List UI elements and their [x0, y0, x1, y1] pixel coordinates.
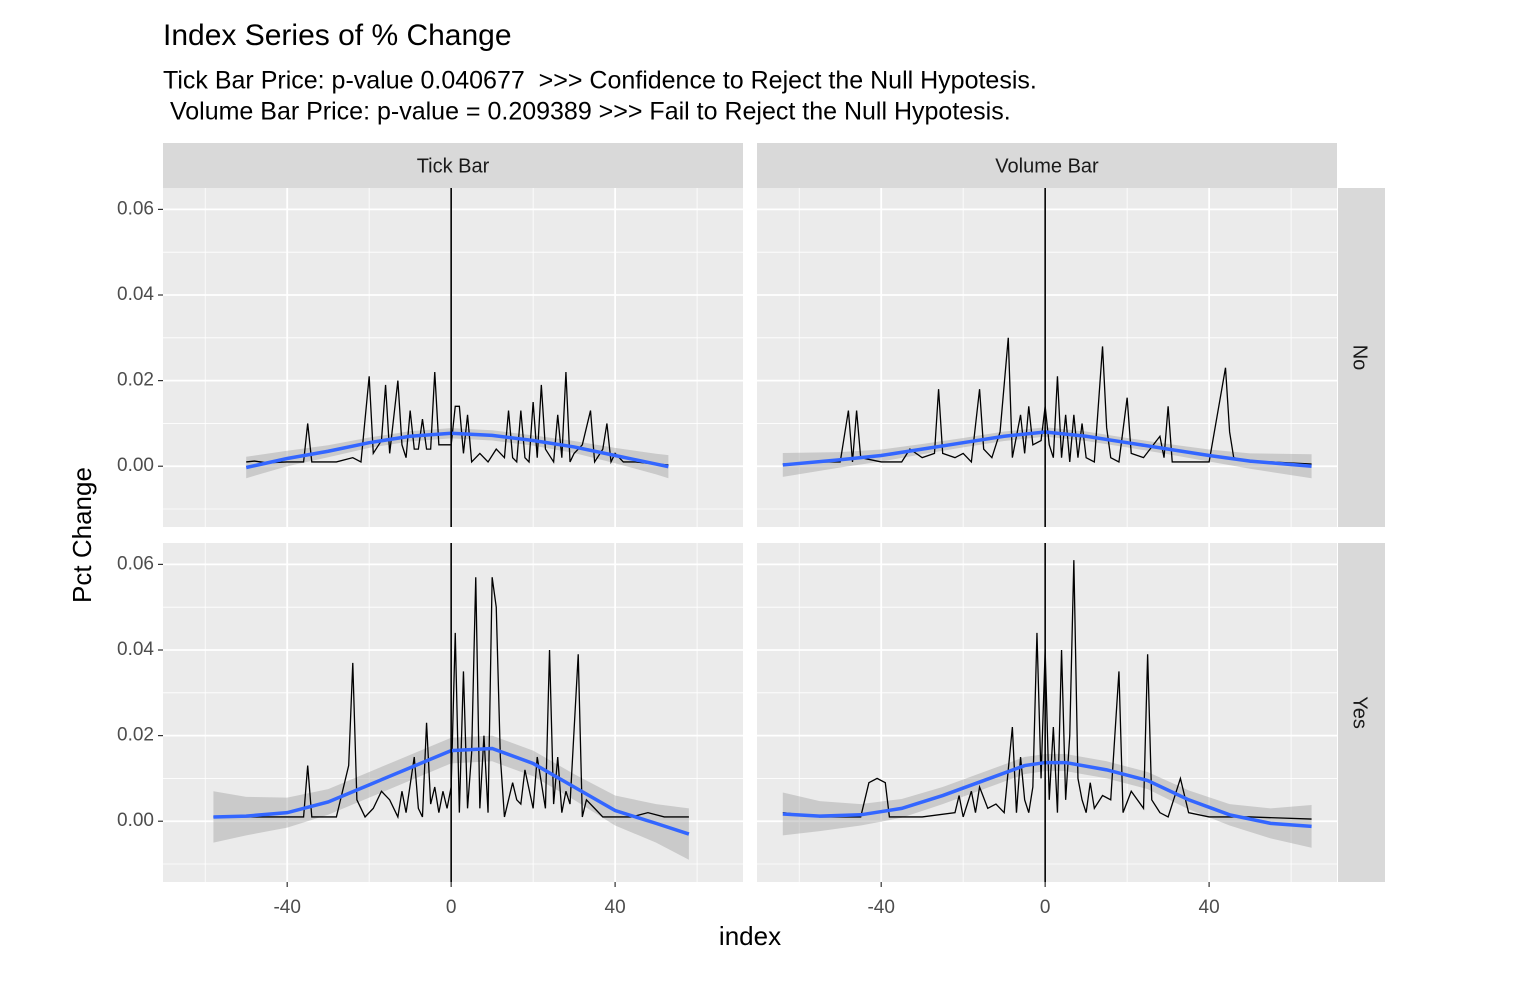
x-tick-label: 40: [605, 897, 626, 918]
strip-label: Volume Bar: [995, 155, 1099, 177]
y-tick-label: 0.06: [117, 198, 154, 219]
chart-subtitle: Tick Bar Price: p-value 0.040677 >>> Con…: [163, 67, 1037, 95]
y-tick-label: 0.04: [117, 284, 154, 305]
strip-label: No: [1349, 345, 1371, 371]
chart-subtitle: Volume Bar Price: p-value = 0.209389 >>>…: [163, 98, 1011, 126]
x-tick-label: 40: [1199, 897, 1220, 918]
strip: [1338, 188, 1385, 527]
data-line: [213, 577, 689, 820]
y-tick-label: 0.06: [117, 553, 154, 574]
strip-label: Tick Bar: [417, 155, 490, 177]
x-axis-title: index: [719, 921, 781, 951]
x-tick-label: -40: [273, 897, 300, 918]
strip-label: Yes: [1349, 696, 1371, 729]
data-line: [782, 337, 1312, 465]
smooth-line: [245, 431, 669, 470]
y-tick-label: 0.04: [117, 639, 154, 660]
confidence-band: [782, 754, 1312, 848]
y-tick-label: 0.00: [117, 810, 154, 831]
data-line: [782, 560, 1312, 820]
panel-background: [163, 188, 743, 527]
y-tick-label: 0.02: [117, 370, 154, 391]
x-tick-label: 0: [446, 897, 457, 918]
x-tick-label: 0: [1040, 897, 1051, 918]
y-tick-label: 0.00: [117, 455, 154, 476]
strip: [163, 143, 743, 188]
panel-background: [757, 188, 1337, 527]
x-tick-label: -40: [867, 897, 894, 918]
chart-title: Index Series of % Change: [163, 19, 512, 52]
y-axis-title: Pct Change: [67, 467, 97, 603]
y-tick-label: 0.02: [117, 725, 154, 746]
strip: [757, 143, 1337, 188]
strip: [1338, 543, 1385, 882]
